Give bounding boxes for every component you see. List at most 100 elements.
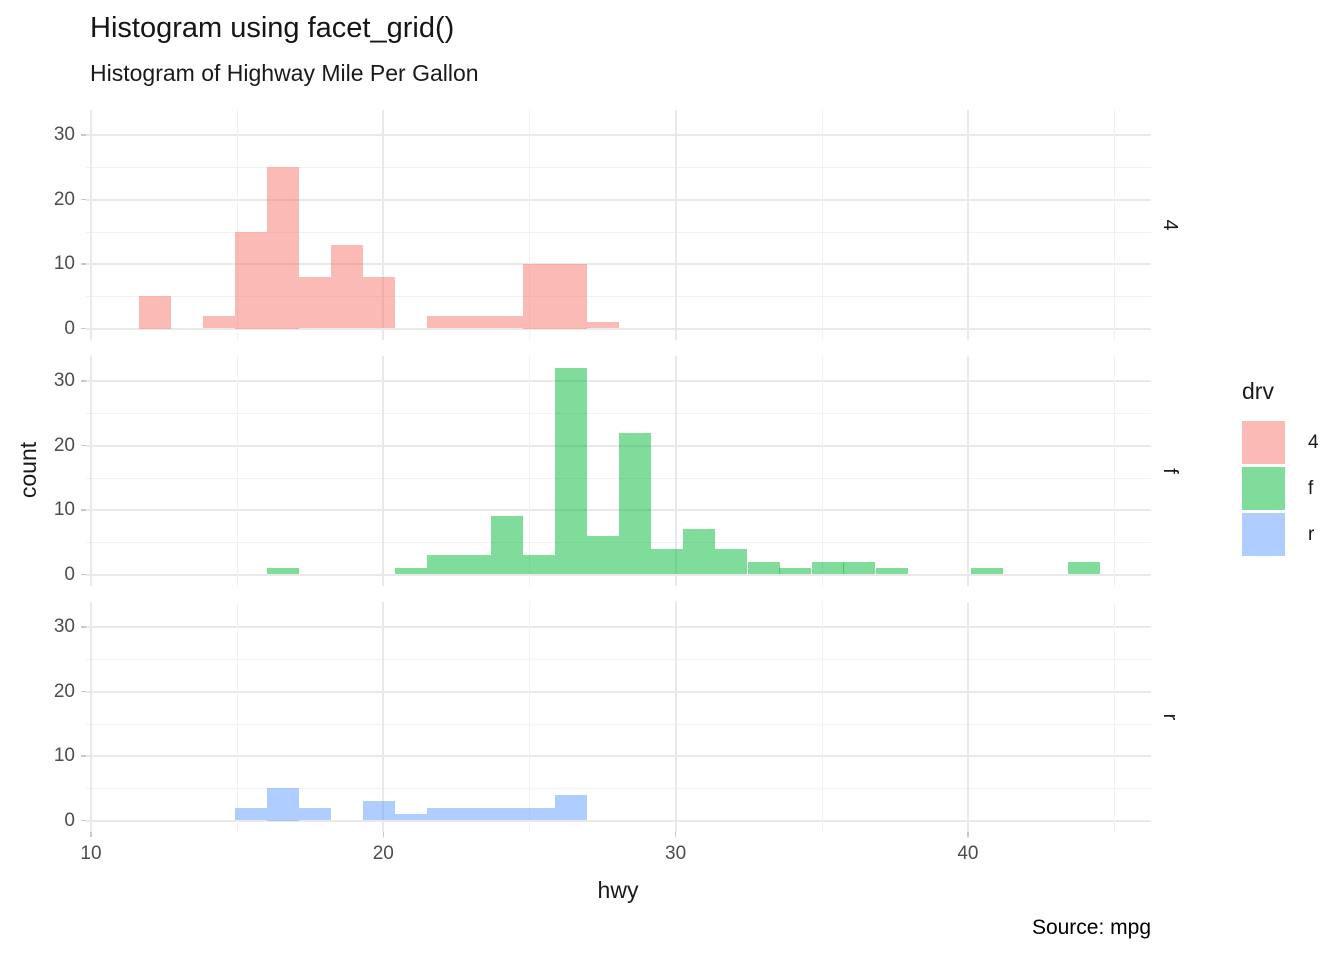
y-axis-tick-label: 30: [53, 370, 75, 391]
histogram-bar: [299, 276, 332, 329]
histogram-bar: [843, 561, 876, 575]
histogram-bar: [491, 315, 524, 329]
legend-label-4: 4: [1308, 431, 1319, 453]
gridline-x-major: [90, 356, 92, 586]
histogram-bar: [331, 244, 364, 329]
gridline-y-major: [86, 690, 1151, 693]
gridline-x-minor: [1114, 602, 1116, 832]
gridline-y-major: [86, 573, 1151, 576]
histogram-bar: [427, 807, 460, 821]
y-axis-tick: [81, 573, 86, 575]
histogram-bar: [811, 561, 844, 575]
histogram-bar: [715, 548, 748, 575]
x-axis-tick: [674, 831, 677, 837]
gridline-x-major: [966, 110, 969, 340]
x-axis-title: hwy: [597, 877, 639, 903]
gridline-y-major: [86, 327, 1151, 330]
gridline-y-minor: [86, 788, 1151, 790]
y-axis-tick-label: 0: [64, 563, 75, 585]
legend-entry: 4: [1242, 421, 1319, 464]
y-axis-tick-label: 0: [64, 317, 75, 339]
histogram-bar: [395, 814, 428, 821]
histogram-bar: [555, 368, 588, 575]
panel-f: [86, 356, 1151, 586]
panel-4: [86, 110, 1151, 340]
gridline-x-minor: [529, 602, 531, 832]
gridline-x-minor: [1114, 110, 1116, 340]
caption: Source: mpg: [1031, 916, 1151, 939]
histogram-bar: [683, 529, 716, 575]
histogram-bar: [747, 561, 780, 575]
gridline-x-minor: [1114, 356, 1116, 586]
gridline-y-minor: [86, 659, 1151, 661]
y-axis-tick: [81, 134, 86, 136]
chart-title: Histogram using facet_grid(): [90, 12, 455, 44]
y-axis-tick: [81, 819, 86, 821]
histogram-bar: [427, 315, 460, 329]
legend-swatch-4: [1242, 421, 1285, 464]
histogram-bar: [619, 432, 652, 575]
histogram-bar: [363, 801, 396, 821]
y-axis-tick: [81, 380, 86, 382]
histogram-bar: [587, 535, 620, 575]
histogram-bar: [1067, 561, 1100, 575]
x-axis-tick: [382, 831, 385, 837]
histogram-bar: [427, 555, 460, 575]
gridline-y-major: [86, 626, 1151, 628]
gridline-y-major: [86, 819, 1151, 822]
panel-r: [86, 602, 1151, 832]
gridline-x-major: [966, 602, 969, 832]
histogram-bar: [587, 322, 620, 329]
gridline-y-major: [86, 444, 1151, 447]
gridline-y-minor: [86, 296, 1151, 298]
x-axis-tick-label: 10: [80, 842, 102, 864]
legend-label-r: r: [1308, 523, 1315, 545]
histogram-bar: [971, 568, 1004, 575]
legend-entry: f: [1242, 467, 1313, 510]
gridline-x-minor: [529, 356, 531, 586]
histogram-bar: [235, 807, 268, 821]
histogram-bar: [267, 788, 300, 821]
gridline-y-minor: [86, 167, 1151, 169]
gridline-x-minor: [821, 602, 823, 832]
gridline-x-minor: [821, 110, 823, 340]
gridline-x-major: [382, 110, 385, 340]
gridline-x-major: [966, 356, 969, 586]
gridline-x-minor: [237, 110, 239, 340]
x-axis-tick-label: 40: [957, 842, 979, 864]
histogram-bar: [523, 555, 556, 575]
x-axis-tick-label: 20: [372, 842, 394, 864]
histogram-bar: [491, 516, 524, 575]
gridline-x-minor: [237, 356, 239, 586]
facet-strip-label-r: r: [1159, 713, 1182, 721]
histogram-bar: [395, 568, 428, 575]
x-axis-tick: [90, 831, 92, 837]
gridline-y-minor: [86, 413, 1151, 415]
y-axis-tick-label: 10: [53, 253, 75, 274]
histogram-bar: [523, 264, 556, 329]
y-axis-tick-label: 30: [53, 124, 75, 145]
gridline-x-major: [90, 110, 92, 340]
y-axis-tick-label: 10: [53, 499, 75, 520]
gridline-x-major: [674, 110, 677, 340]
y-axis-tick: [81, 690, 86, 692]
histogram-bar: [235, 231, 268, 329]
gridline-x-major: [382, 602, 385, 832]
y-axis-tick-label: 20: [53, 680, 75, 702]
gridline-x-minor: [529, 110, 531, 340]
legend-entry: r: [1242, 513, 1314, 556]
x-axis-tick: [967, 831, 969, 837]
legend: drv 4 f r: [1242, 378, 1319, 559]
y-axis-tick-label: 20: [53, 188, 75, 210]
facet-strip-label-4: 4: [1159, 219, 1182, 231]
histogram-bar: [555, 794, 588, 821]
y-axis-tick: [81, 198, 86, 200]
histogram-bar: [139, 296, 172, 329]
gridline-y-major: [86, 198, 1151, 201]
gridline-y-minor: [86, 231, 1151, 233]
histogram-bar: [299, 807, 332, 821]
histogram-bar: [363, 276, 396, 329]
facet-strip-label-f: f: [1159, 468, 1182, 474]
histogram-bar: [203, 315, 236, 329]
